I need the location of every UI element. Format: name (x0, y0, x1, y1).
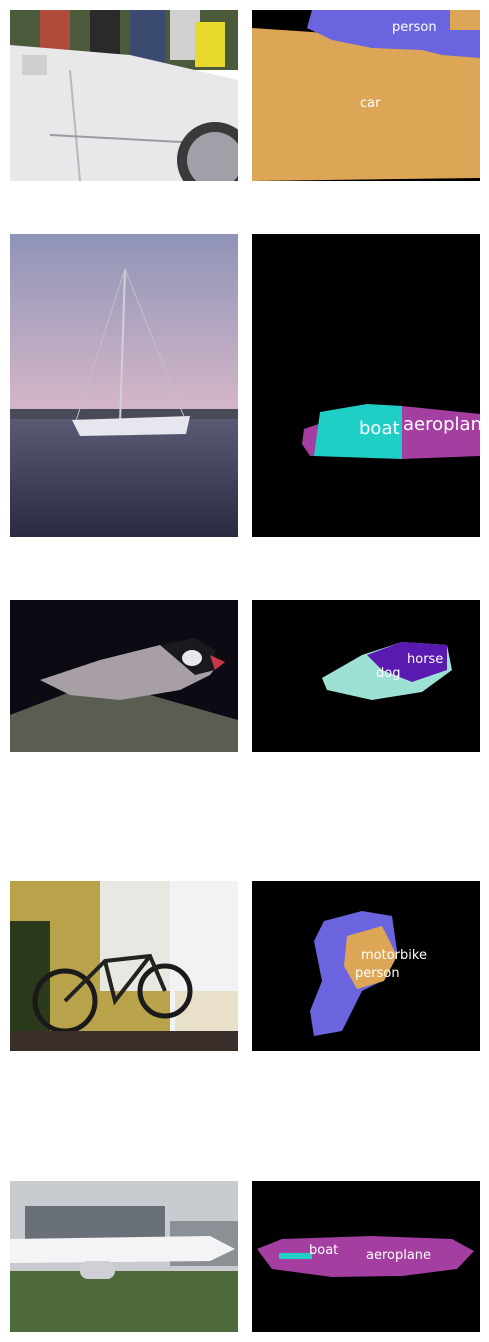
photo-airplane (10, 1181, 238, 1332)
label-aeroplane: aeroplane (366, 1248, 432, 1263)
label-aeroplane: aeroplane (403, 414, 480, 435)
label-boat: boat (359, 418, 400, 439)
label-person: person (392, 20, 437, 35)
label-dog: dog (376, 666, 401, 681)
label-motorbike: motorbike (361, 948, 427, 963)
segmentation-mask-car-crowd: person car (252, 10, 480, 181)
segmentation-mask-bicycle-room: motorbike person (252, 881, 480, 1051)
label-boat: boat (309, 1243, 339, 1258)
photo-bicycle-room (10, 881, 238, 1051)
photo-sailboat (10, 234, 238, 537)
label-horse: horse (407, 652, 444, 667)
segmentation-mask-bird: horse dog (252, 600, 480, 752)
photo-car-crowd (10, 10, 238, 181)
photo-bird (10, 600, 238, 752)
label-person: person (355, 966, 400, 981)
segmentation-mask-sailboat: boat aeroplane (252, 234, 480, 537)
label-car: car (360, 96, 381, 111)
segmentation-mask-airplane: boat aeroplane (252, 1181, 480, 1332)
